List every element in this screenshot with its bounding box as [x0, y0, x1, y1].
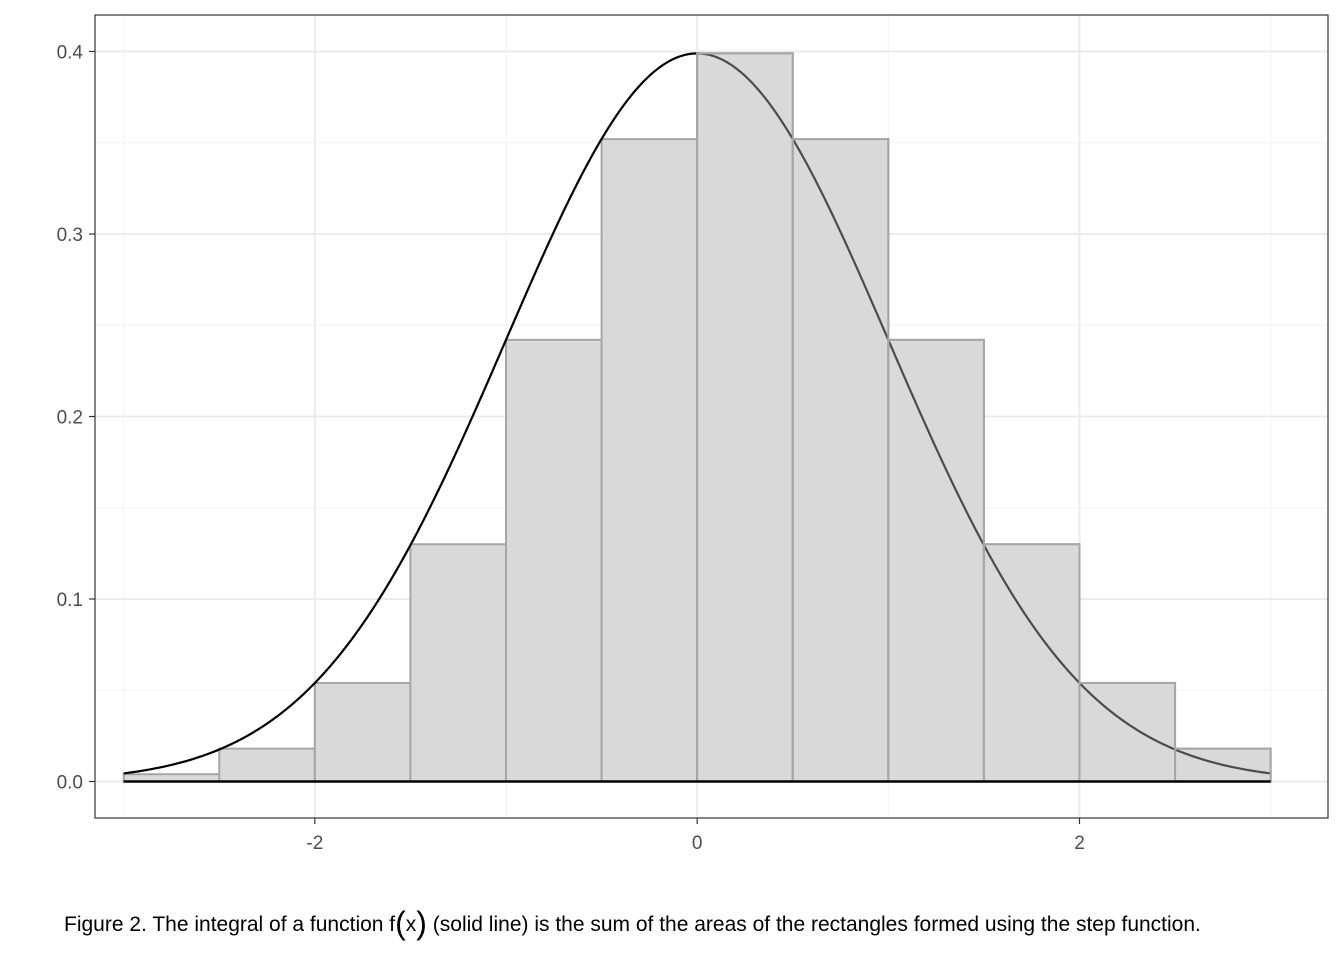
step-rectangle — [696, 52, 794, 783]
caption-right-paren: ) — [416, 905, 427, 941]
y-tick-label: 0.4 — [57, 43, 84, 64]
step-rectangle-overlay — [982, 543, 1081, 783]
figure-caption: Figure 2. The integral of a function f(x… — [64, 900, 1344, 945]
caption-before: Figure 2. The integral of a function f — [64, 913, 396, 936]
step-rectangle-overlay — [887, 338, 985, 783]
step-rectangle — [600, 138, 699, 783]
x-tick-label: 0 — [692, 833, 703, 854]
x-tick-label: 2 — [1074, 833, 1085, 854]
caption-left-paren: ( — [395, 905, 406, 941]
y-tick-labels: 0.0 0.1 0.2 0.3 0.4 — [57, 43, 84, 794]
caption-after: (solid line) is the sum of the areas of … — [426, 913, 1201, 936]
y-tick-label: 0.0 — [57, 773, 83, 794]
step-rectangles — [122, 52, 1272, 783]
step-rectangle — [505, 338, 603, 783]
step-rectangle — [409, 543, 508, 783]
step-rectangle-overlay — [791, 138, 890, 783]
caption-arg: x — [405, 913, 417, 936]
y-tick-label: 0.1 — [57, 590, 83, 611]
step-rectangle — [218, 747, 316, 783]
step-rectangle-overlay — [696, 52, 794, 783]
y-tick-label: 0.2 — [57, 408, 83, 429]
step-rectangle-overlay — [1078, 681, 1177, 783]
x-tick-label: -2 — [306, 833, 323, 854]
x-tick-labels: -2 0 2 — [306, 833, 1084, 854]
step-rectangle — [313, 681, 412, 783]
axis-ticks — [89, 50, 1081, 824]
y-tick-label: 0.3 — [57, 225, 83, 246]
step-rectangles-overlay — [696, 52, 1272, 783]
integral-chart: -2 0 2 0.0 0.1 0.2 0.3 0.4 — [57, 14, 1329, 854]
step-rectangle — [887, 338, 985, 783]
step-rectangle-overlay — [1174, 747, 1272, 783]
